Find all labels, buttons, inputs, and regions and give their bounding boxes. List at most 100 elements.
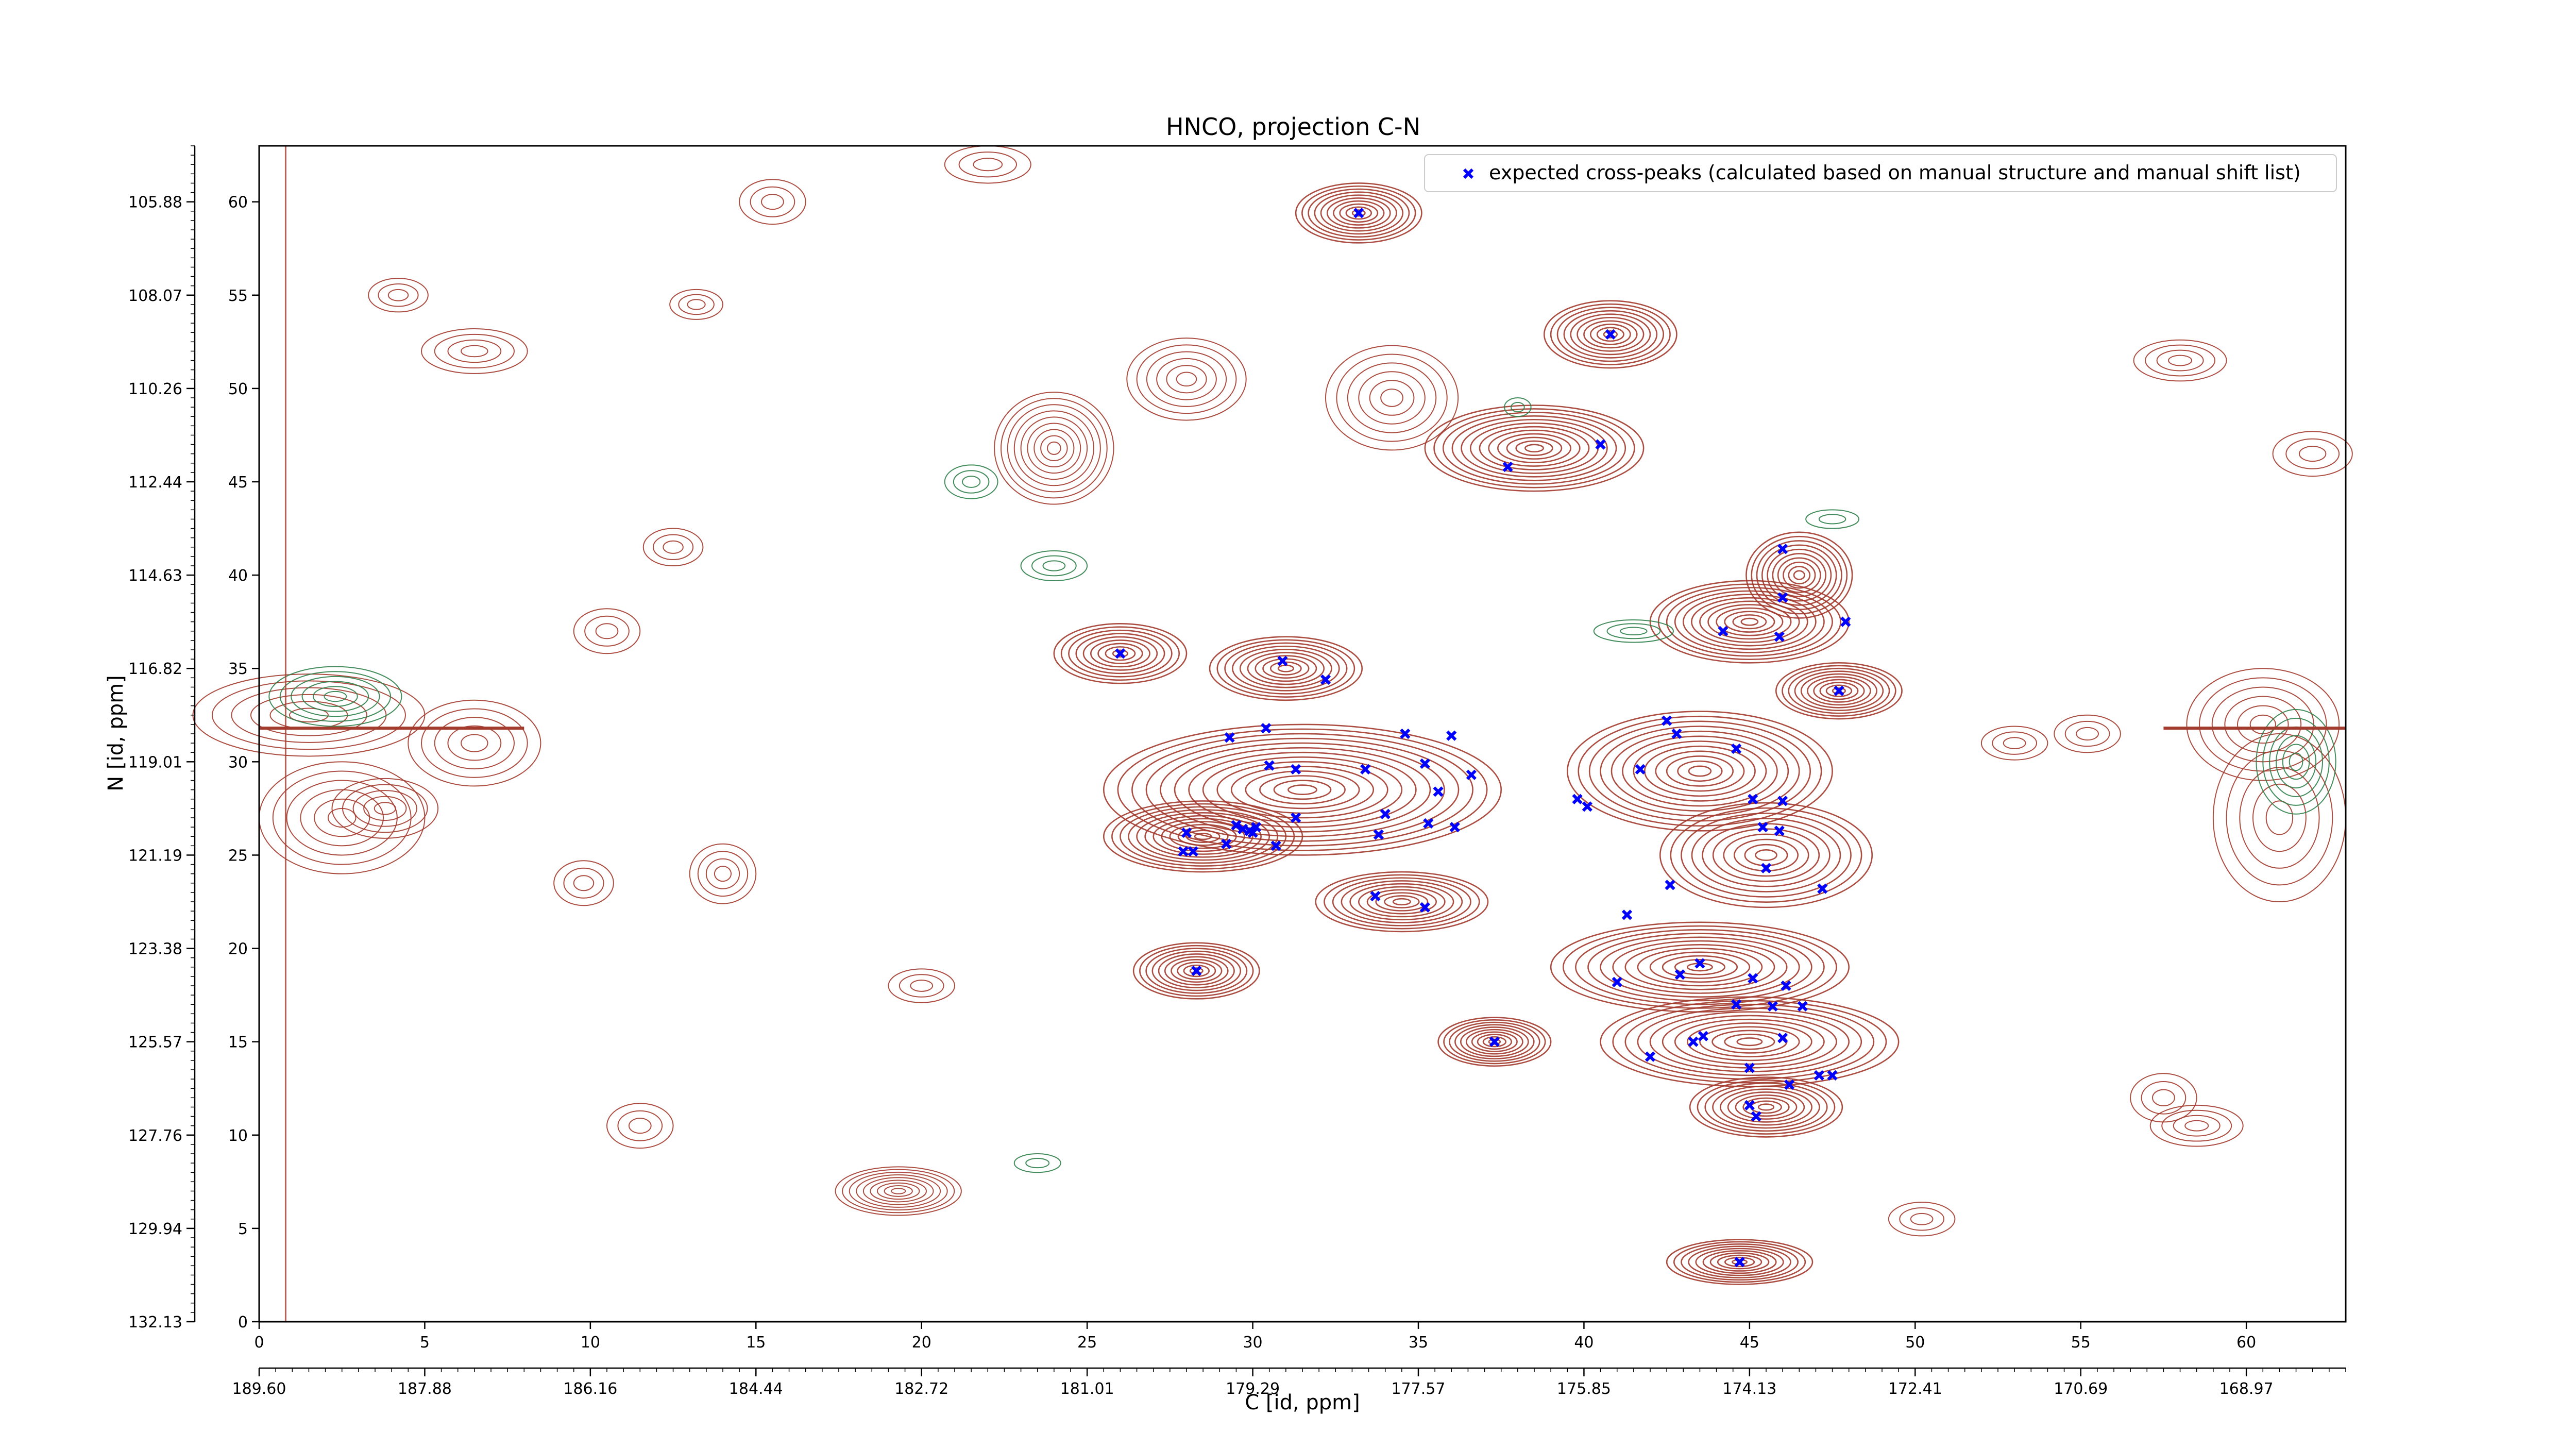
contour-line: [1732, 614, 1767, 630]
cross-peak: [1674, 969, 1685, 980]
contour-line: [628, 1118, 652, 1134]
contour-line: [421, 328, 528, 374]
contour-line: [1992, 731, 2037, 755]
contour-line: [835, 1166, 962, 1216]
y-tick-label: 40: [228, 567, 248, 585]
contour-line: [1688, 1245, 1791, 1278]
cross-peak: [1814, 1070, 1824, 1081]
peak-stroke: [1767, 1001, 1778, 1012]
contour-line: [1699, 600, 1800, 643]
contour-line: [1358, 371, 1426, 425]
peak-stroke: [1774, 825, 1785, 836]
contour-line: [1691, 818, 1841, 892]
contour-line: [884, 1185, 913, 1197]
peak-stroke: [1777, 796, 1788, 806]
contour-line: [1443, 1019, 1546, 1065]
contour-line: [1287, 784, 1317, 796]
cross-peak: [1748, 973, 1758, 984]
x-tick-label: 0: [254, 1334, 264, 1352]
contour-line: [1103, 723, 1502, 856]
contour-line: [1176, 372, 1197, 387]
peak-stroke: [1621, 909, 1633, 920]
contour-line: [1471, 1031, 1518, 1052]
contour-line: [1164, 956, 1229, 986]
contour-line: [1825, 684, 1853, 697]
contour-line: [1477, 1034, 1512, 1050]
contour-line: [705, 858, 740, 889]
contour-line: [291, 676, 380, 717]
peak-stroke: [1671, 728, 1682, 739]
contour-line: [1757, 1103, 1775, 1111]
contour-line: [324, 690, 347, 702]
cross-peak: [1777, 796, 1788, 806]
peak-stroke: [1645, 1051, 1656, 1062]
cross-peak: [1744, 1100, 1755, 1110]
contour-line: [1451, 415, 1617, 481]
cross-peak: [1760, 863, 1772, 873]
contour-line: [1120, 806, 1287, 867]
contour-line: [1704, 1082, 1828, 1132]
secondary-x-tick-label: 187.88: [398, 1380, 452, 1398]
contour-line: [1674, 1018, 1825, 1065]
cross-peak: [1224, 732, 1235, 743]
contour-line: [2282, 744, 2310, 780]
secondary-y-axis: 132.13 129.94 127.76 125.57 123.38 121.19 119.…: [128, 145, 196, 1332]
contour-line: [653, 534, 694, 560]
contour-line: [1688, 765, 1712, 777]
contour-line: [1166, 365, 1207, 394]
contour-line: [1341, 880, 1463, 923]
contour-line: [888, 968, 955, 1003]
contour-line: [1600, 936, 1800, 998]
x-tick-label: 30: [1243, 1334, 1262, 1352]
cross-peak: [1238, 823, 1248, 834]
contour-line: [1345, 206, 1372, 220]
peak-stroke: [1221, 838, 1232, 849]
contour-line: [1216, 639, 1355, 698]
contour-line: [1082, 636, 1158, 671]
contour-line: [1131, 733, 1473, 847]
peak-stroke: [1423, 818, 1434, 829]
legend: expected cross-peaks (calculated based o…: [1424, 154, 2337, 192]
cross-peak: [1572, 794, 1583, 804]
contour-line: [2265, 800, 2294, 835]
peak-stroke: [1400, 728, 1411, 739]
cross-peak: [1582, 801, 1592, 812]
x-tick-label: 50: [1905, 1334, 1925, 1352]
x-tick-label: 45: [1740, 1334, 1759, 1352]
cross-peak: [1662, 715, 1672, 726]
contour-line: [1583, 320, 1638, 349]
secondary-y-tick-label: 125.57: [128, 1034, 182, 1052]
cross-peak: [1291, 812, 1301, 823]
contour-line: [1136, 344, 1237, 414]
contour-line: [1819, 682, 1859, 700]
peak-stroke: [1694, 958, 1705, 969]
contour-line: [1888, 1202, 1956, 1237]
secondary-x-tick-label: 177.57: [1392, 1380, 1446, 1398]
peak-stroke: [1502, 461, 1513, 473]
contour-line: [1724, 1257, 1755, 1268]
legend-label: expected cross-peaks (calculated based o…: [1489, 161, 2301, 184]
contour-line: [2184, 1120, 2209, 1132]
contour-line: [352, 790, 417, 827]
peak-stroke: [1261, 723, 1272, 734]
peak-stroke: [1115, 648, 1126, 659]
contour-line: [1025, 1158, 1050, 1169]
cross-peak: [1777, 1033, 1788, 1043]
contour-line: [1040, 435, 1068, 461]
cross-peak: [1777, 544, 1788, 554]
contour-line: [2130, 1073, 2197, 1123]
peak-stroke: [1635, 764, 1646, 774]
contour-line: [1695, 1248, 1784, 1276]
contour-line: [1339, 203, 1379, 223]
contour-line: [573, 608, 641, 654]
contour-line: [368, 278, 429, 313]
secondary-y-tick-label: 132.13: [128, 1313, 182, 1332]
contour-line: [313, 686, 358, 707]
peak-stroke: [1751, 1111, 1761, 1122]
peak-stroke: [1698, 1031, 1708, 1041]
legend-box: [1424, 154, 2337, 192]
contour-line: [899, 974, 944, 998]
contour-line: [1245, 770, 1360, 810]
contour-line: [1745, 531, 1853, 619]
contour-line: [2161, 1109, 2232, 1142]
